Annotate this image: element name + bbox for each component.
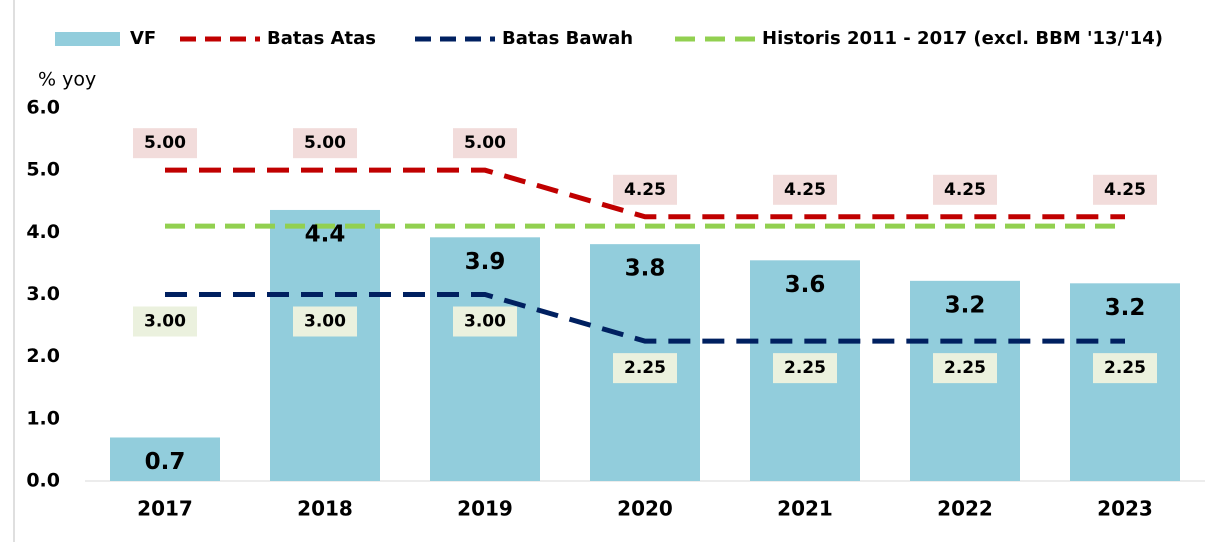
data-label: 5.00	[304, 133, 346, 153]
line	[165, 292, 1125, 344]
bar	[430, 237, 540, 481]
x-tick-label: 2022	[937, 497, 993, 521]
data-label: 2.25	[624, 358, 666, 378]
y-tick-label: 2.0	[26, 345, 60, 367]
data-label: 4.25	[784, 180, 826, 200]
y-tick-label: 4.0	[26, 221, 60, 243]
data-label: 3.6	[785, 272, 826, 298]
data-label-box	[1093, 353, 1157, 384]
y-axis-label: % yoy	[38, 69, 96, 91]
bar	[110, 437, 220, 481]
y-tick-label: 6.0	[26, 97, 60, 119]
bar	[270, 209, 380, 481]
data-label: 3.00	[304, 312, 346, 332]
x-tick-label: 2018	[297, 497, 353, 521]
legend-label: Batas Bawah	[502, 28, 633, 49]
x-tick-label: 2019	[457, 497, 513, 521]
data-label: 3.2	[945, 292, 986, 318]
data-label: 3.9	[465, 249, 506, 275]
y-tick-label: 0.0	[26, 470, 60, 492]
data-label: 2.25	[1104, 358, 1146, 378]
data-label: 3.2	[1105, 295, 1146, 321]
data-label-box	[293, 306, 357, 337]
data-label: 4.25	[1104, 180, 1146, 200]
y-tick-label: 5.0	[26, 159, 60, 181]
data-label: 0.7	[145, 449, 186, 475]
data-label: 5.00	[464, 133, 506, 153]
data-label: 3.8	[625, 256, 666, 282]
data-label: 4.4	[305, 221, 346, 247]
data-label-box	[293, 128, 357, 159]
data-label: 3.00	[144, 312, 186, 332]
legend-swatch	[55, 32, 120, 46]
data-label-box	[773, 174, 837, 205]
y-tick-label: 3.0	[26, 283, 60, 305]
legend-label: Batas Atas	[267, 28, 376, 49]
data-label-box	[453, 128, 517, 159]
data-label-box	[613, 174, 677, 205]
x-tick-label: 2020	[617, 497, 673, 521]
x-tick-label: 2017	[137, 497, 193, 521]
legend-label: Historis 2011 - 2017 (excl. BBM '13/'14)	[762, 28, 1163, 49]
data-label: 5.00	[144, 133, 186, 153]
y-tick-label: 1.0	[26, 407, 60, 429]
data-label-box	[133, 306, 197, 337]
data-label-box	[453, 306, 517, 337]
data-label-box	[613, 353, 677, 384]
data-label-box	[133, 128, 197, 159]
data-label-box	[1093, 174, 1157, 205]
x-tick-label: 2023	[1097, 497, 1153, 521]
line	[165, 167, 1125, 220]
data-label-box	[773, 353, 837, 384]
data-label: 2.25	[944, 358, 986, 378]
legend-label: VF	[130, 28, 156, 49]
data-label-box	[933, 174, 997, 205]
data-label: 4.25	[944, 180, 986, 200]
data-label: 3.00	[464, 312, 506, 332]
data-label: 2.25	[784, 358, 826, 378]
data-label: 4.25	[624, 180, 666, 200]
x-tick-label: 2021	[777, 497, 833, 521]
data-label-box	[933, 353, 997, 384]
